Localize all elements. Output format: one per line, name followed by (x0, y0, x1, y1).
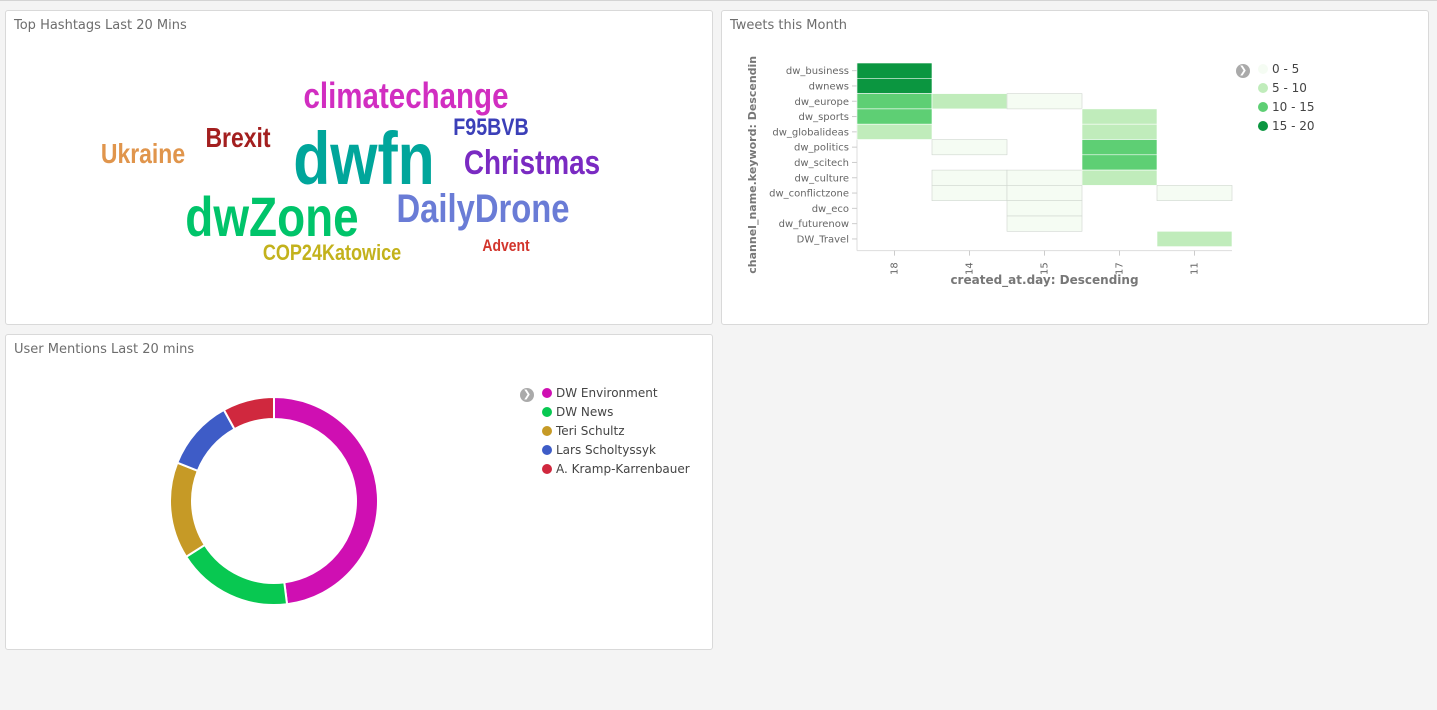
word-ukraine[interactable]: Ukraine (101, 139, 185, 170)
heatmap-cell-dw-culture-15[interactable] (1006, 169, 1083, 186)
heatmap-cell-dw-sports-18[interactable] (856, 108, 933, 125)
mentions-legend-item-lars-scholtyssyk[interactable]: Lars Scholtyssyk (542, 442, 656, 458)
mentions-legend-item-teri-schultz[interactable]: Teri Schultz (542, 423, 625, 439)
heatmap-cell-dw-culture-17[interactable] (1081, 169, 1158, 186)
heatmap-legend-label: 15 - 20 (1272, 119, 1315, 133)
heatmap-x-label-17: 17 (1115, 262, 1126, 275)
heatmap-x-label-11: 11 (1190, 262, 1201, 275)
heatmap-y-label-dw-futurenow: dw_futurenow (779, 219, 849, 230)
legend-dot (542, 426, 552, 436)
chevron-right-icon[interactable]: ❯ (520, 388, 534, 402)
word-dwzone[interactable]: dwZone (185, 186, 358, 248)
word-dwfn[interactable]: dwfn (293, 118, 435, 200)
heatmap-y-label-dw-culture: dw_culture (795, 173, 849, 184)
heatmap-cell-dw-europe-18[interactable] (856, 93, 933, 110)
hashtags-panel: Top Hashtags Last 20 Mins dwfn dwZone clim… (5, 10, 713, 325)
heatmap-legend-item-10-15[interactable]: 10 - 15 (1258, 99, 1315, 115)
donut-slice-lars-scholtyssyk[interactable] (176, 408, 236, 473)
legend-dot (1258, 83, 1268, 93)
word-advent[interactable]: Advent (482, 237, 529, 256)
legend-dot (542, 388, 552, 398)
word-dailydrone[interactable]: DailyDrone (396, 186, 569, 231)
heatmap-cell-dw-business-18[interactable] (856, 62, 933, 79)
heatmap-cell-dw-scitech-17[interactable] (1081, 154, 1158, 171)
mentions-panel-title: User Mentions Last 20 mins (14, 342, 195, 357)
heatmap-cell-dw-futurenow-15[interactable] (1006, 215, 1083, 232)
donut-slice-a-kramp-karrenbauer[interactable] (222, 395, 275, 431)
heatmap-y-label-dw-eco: dw_eco (812, 204, 849, 215)
heatmap-cell-dw-conflictzone-15[interactable] (1006, 185, 1083, 201)
top-divider (0, 0, 1437, 1)
chevron-right-icon[interactable]: ❯ (1236, 64, 1250, 78)
heatmap-legend-label: 10 - 15 (1272, 100, 1315, 114)
heatmap-y-label-dwnews: dwnews (809, 81, 849, 92)
heatmap-legend-item-5-10[interactable]: 5 - 10 (1258, 80, 1307, 96)
word-christmas[interactable]: Christmas (464, 143, 600, 181)
mentions-legend-item-a-kramp-karrenbauer[interactable]: A. Kramp-Karrenbauer (542, 461, 690, 477)
word-brexit[interactable]: Brexit (205, 123, 270, 154)
mentions-legend-label: DW News (556, 405, 614, 419)
mentions-donut-chart (169, 395, 379, 606)
mentions-legend: ❯ DW Environment DW News Teri Schultz Lars … (520, 385, 710, 485)
word-climatechange[interactable]: climatechange (304, 75, 509, 115)
heatmap-legend: ❯ 0 - 5 5 - 10 10 - 15 15 - 20 (1236, 61, 1416, 141)
legend-dot (1258, 64, 1268, 74)
heatmap-x-title: created_at.day: Descending (950, 273, 1138, 288)
mentions-legend-item-dw-environment[interactable]: DW Environment (542, 385, 658, 401)
heatmap-cell-dw-politics-17[interactable] (1081, 139, 1158, 156)
heatmap-legend-label: 5 - 10 (1272, 81, 1307, 95)
heatmap-x-label-18: 18 (890, 262, 901, 275)
hashtags-panel-title: Top Hashtags Last 20 Mins (14, 18, 187, 33)
heatmap-cell-dw-europe-15[interactable] (1006, 93, 1083, 110)
heatmap-cell-dw-politics-14[interactable] (931, 139, 1008, 156)
heatmap-y-label-dw-business: dw_business (786, 66, 849, 77)
heatmap-y-label-dw-europe: dw_europe (794, 97, 849, 108)
heatmap-cell-dw-europe-14[interactable] (931, 93, 1008, 110)
mentions-legend-item-dw-news[interactable]: DW News (542, 404, 613, 420)
heatmap-y-label-dw-travel: DW_Travel (797, 234, 849, 245)
heatmap-cell-dw-eco-15[interactable] (1006, 200, 1083, 217)
legend-dot (542, 407, 552, 417)
heatmap-x-label-14: 14 (965, 262, 976, 275)
heatmap-y-title: channel_name.keyword: Descendin (746, 56, 759, 274)
heatmap-cell-dw-conflictzone-14[interactable] (931, 185, 1008, 201)
heatmap-cell-dw-travel-11[interactable] (1156, 231, 1233, 247)
mentions-panel: User Mentions Last 20 mins ❯ DW Environm… (5, 334, 713, 650)
donut-slice-teri-schultz[interactable] (169, 461, 207, 559)
donut-slice-dw-news[interactable] (184, 543, 289, 606)
heatmap-legend-item-15-20[interactable]: 15 - 20 (1258, 118, 1315, 134)
heatmap-x-label-15: 15 (1040, 262, 1051, 275)
legend-dot (542, 464, 552, 474)
word-f95bvb[interactable]: F95BVB (453, 113, 528, 140)
heatmap-legend-item-0-5[interactable]: 0 - 5 (1258, 61, 1299, 77)
heatmap-cell-dw-globalideas-18[interactable] (856, 123, 933, 140)
legend-dot (1258, 121, 1268, 131)
heatmap-legend-label: 0 - 5 (1272, 62, 1300, 76)
heatmap-cell-dw-sports-17[interactable] (1081, 108, 1158, 125)
mentions-legend-label: DW Environment (556, 386, 658, 400)
mentions-legend-label: A. Kramp-Karrenbauer (556, 462, 690, 476)
tweets-panel-title: Tweets this Month (730, 18, 848, 33)
heatmap-cell-dwnews-18[interactable] (856, 78, 933, 94)
mentions-legend-label: Lars Scholtyssyk (556, 443, 656, 457)
legend-dot (1258, 102, 1268, 112)
word-cop24katowice[interactable]: COP24Katowice (263, 241, 401, 265)
heatmap-cell-dw-culture-14[interactable] (931, 169, 1008, 186)
heatmap-y-label-dw-conflictzone: dw_conflictzone (769, 189, 849, 200)
heatmap-y-label-dw-politics: dw_politics (794, 143, 849, 154)
heatmap-cell-dw-conflictzone-11[interactable] (1156, 185, 1233, 201)
heatmap-y-label-dw-globalideas: dw_globalideas (772, 127, 849, 138)
heatmap-y-label-dw-scitech: dw_scitech (794, 158, 849, 169)
mentions-legend-label: Teri Schultz (556, 424, 625, 438)
legend-dot (542, 445, 552, 455)
heatmap-y-label-dw-sports: dw_sports (799, 112, 849, 123)
donut-slice-dw-environment[interactable] (273, 395, 379, 606)
heatmap-cell-dw-globalideas-17[interactable] (1081, 123, 1158, 140)
